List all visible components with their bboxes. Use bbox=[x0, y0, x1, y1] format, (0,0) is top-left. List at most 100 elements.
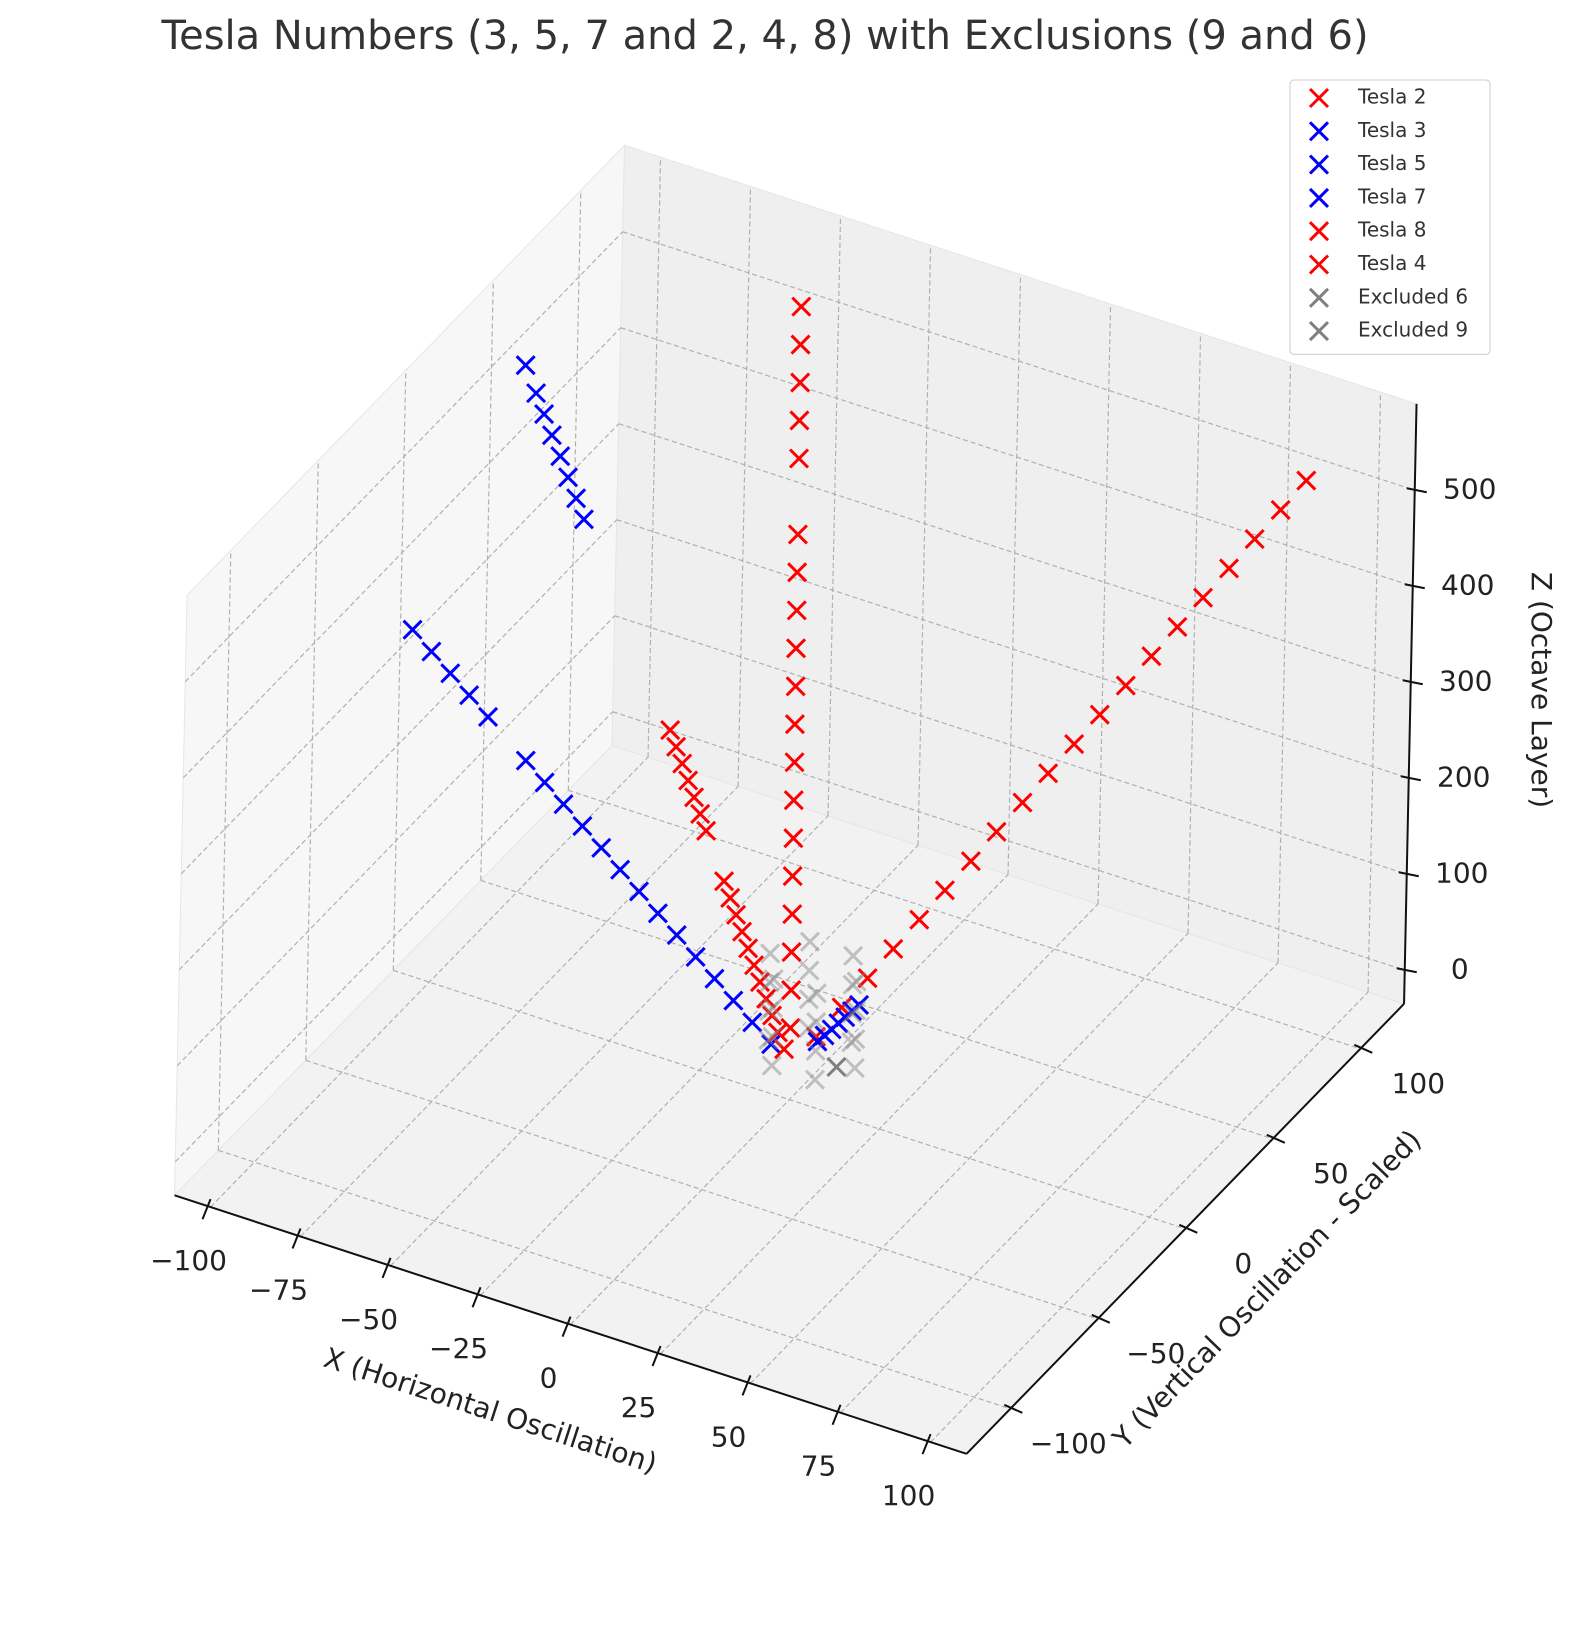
marker bbox=[714, 871, 735, 892]
marker bbox=[826, 1056, 847, 1078]
legend-label: Tesla 5 bbox=[1357, 151, 1426, 175]
chart-title: Tesla Numbers (3, 5, 7 and 2, 4, 8) with… bbox=[160, 13, 1368, 59]
grid-line bbox=[567, 190, 582, 791]
grid-line bbox=[620, 327, 1413, 587]
x-tick-label: 25 bbox=[621, 1391, 657, 1424]
y-tick-label: 50 bbox=[1313, 1157, 1349, 1190]
z-tick-mark bbox=[1400, 775, 1421, 782]
marker bbox=[1270, 499, 1291, 520]
legend-label: Excluded 9 bbox=[1358, 318, 1468, 342]
marker bbox=[459, 685, 480, 706]
marker bbox=[685, 946, 706, 967]
x-tick-mark bbox=[831, 1404, 842, 1426]
y-tick-mark bbox=[1266, 1133, 1286, 1144]
legend-marker bbox=[1308, 121, 1330, 142]
marker bbox=[541, 425, 562, 446]
marker bbox=[846, 971, 867, 992]
marker bbox=[666, 736, 687, 757]
marker bbox=[647, 903, 668, 924]
marker bbox=[666, 925, 687, 946]
marker bbox=[781, 941, 802, 963]
marker bbox=[986, 821, 1007, 842]
legend-label: Tesla 3 bbox=[1357, 118, 1426, 142]
axis-line bbox=[174, 1194, 967, 1455]
marker bbox=[782, 904, 803, 925]
marker bbox=[1218, 558, 1240, 579]
legend-marker bbox=[1308, 187, 1330, 208]
marker bbox=[758, 1000, 780, 1022]
y-tick-mark bbox=[1003, 1403, 1023, 1414]
marker bbox=[785, 638, 807, 659]
z-tick-label: 200 bbox=[1437, 760, 1490, 793]
marker bbox=[883, 938, 904, 959]
legend-label: Tesla 2 bbox=[1357, 85, 1426, 109]
z-tick-mark bbox=[1396, 967, 1417, 974]
markers bbox=[402, 296, 1317, 1090]
marker bbox=[787, 524, 808, 545]
grid-line bbox=[737, 186, 752, 787]
x-tick-label: 0 bbox=[540, 1362, 558, 1395]
grid-line bbox=[217, 550, 232, 1151]
marker bbox=[1244, 529, 1265, 550]
marker bbox=[534, 403, 555, 425]
grid-line bbox=[616, 519, 1409, 779]
marker bbox=[723, 990, 744, 1011]
marker bbox=[690, 803, 711, 825]
marker bbox=[678, 770, 699, 791]
marker bbox=[763, 969, 784, 990]
marker bbox=[1115, 675, 1136, 696]
grid-line bbox=[1007, 274, 1022, 875]
legend: Tesla 2 Tesla 3 Tesla 5 Tesla 7 Tesla 8 Tesla… bbox=[1289, 79, 1491, 355]
marker bbox=[726, 904, 747, 925]
grid-line bbox=[178, 519, 618, 971]
marker bbox=[440, 663, 461, 684]
z-tick-mark bbox=[1398, 871, 1419, 878]
marker bbox=[572, 815, 593, 837]
marker bbox=[798, 989, 819, 1010]
legend-marker bbox=[1308, 254, 1330, 275]
marker bbox=[786, 600, 807, 621]
legend-marker bbox=[1308, 321, 1330, 342]
legend-box bbox=[1289, 79, 1491, 355]
marker bbox=[799, 960, 820, 981]
marker bbox=[934, 880, 955, 901]
marker bbox=[744, 955, 765, 976]
grid-line bbox=[1367, 392, 1382, 993]
z-tick-label: 0 bbox=[1451, 952, 1469, 985]
y-tick-label: −50 bbox=[1126, 1337, 1185, 1370]
z-axis-label: Z (Octave Layer) bbox=[1525, 572, 1558, 808]
marker bbox=[1141, 646, 1162, 667]
x-tick-mark bbox=[651, 1345, 662, 1367]
marker bbox=[780, 1017, 801, 1039]
marker bbox=[848, 994, 870, 1016]
marker bbox=[790, 372, 811, 393]
marker bbox=[1192, 587, 1214, 608]
marker bbox=[749, 971, 771, 993]
y-tick-label: 0 bbox=[1234, 1247, 1252, 1280]
marker bbox=[783, 828, 804, 849]
grid-line bbox=[750, 932, 1189, 1384]
marker bbox=[1064, 734, 1085, 755]
grid-line bbox=[305, 1059, 1098, 1320]
marker bbox=[845, 1000, 867, 1021]
grid bbox=[174, 157, 1415, 1443]
z-tick-label: 300 bbox=[1439, 664, 1492, 697]
x-tick-label: −75 bbox=[249, 1273, 308, 1306]
marker bbox=[762, 997, 784, 1019]
marker bbox=[843, 945, 864, 966]
marker bbox=[767, 1022, 789, 1043]
y-tick-mark bbox=[1178, 1223, 1198, 1234]
grid-line bbox=[622, 231, 1415, 491]
x-tick-label: 75 bbox=[801, 1450, 837, 1483]
z-tick-mark bbox=[1404, 583, 1425, 590]
marker bbox=[526, 383, 547, 404]
legend-marker bbox=[1308, 221, 1330, 242]
y-tick-label: −100 bbox=[1030, 1427, 1107, 1460]
x-tick-mark bbox=[381, 1257, 392, 1279]
grid-line bbox=[1277, 362, 1292, 963]
marker bbox=[804, 1069, 826, 1090]
marker bbox=[799, 931, 821, 952]
marker bbox=[788, 448, 810, 469]
marker bbox=[660, 719, 681, 741]
